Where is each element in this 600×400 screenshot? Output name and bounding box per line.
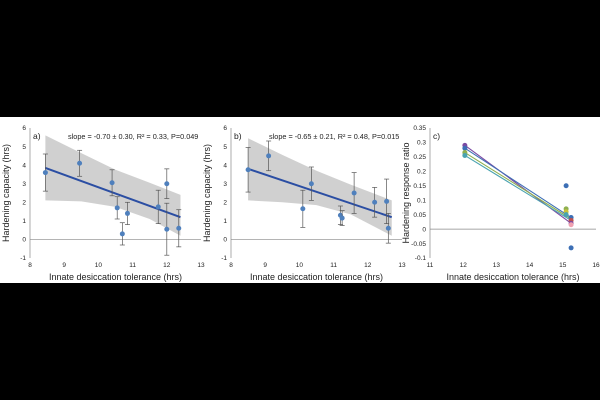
panel-label: a)	[33, 131, 41, 141]
data-point	[462, 145, 468, 151]
data-point	[245, 167, 251, 173]
panel-label: b)	[234, 131, 242, 141]
data-point	[176, 225, 182, 231]
y-tick-label: 1	[223, 218, 227, 225]
y-tick-label: 6	[223, 125, 227, 132]
x-tick-label: 12	[460, 262, 468, 269]
x-tick-label: 15	[559, 262, 567, 269]
data-point	[119, 231, 125, 237]
x-tick-label: 12	[364, 262, 372, 269]
confidence-band	[45, 135, 181, 236]
figure-panel: 8 9 10 11 12 13 -1 0 1 2 3 4 5 6 Innate desiccation to…	[0, 117, 600, 283]
y-tick-label: 5	[22, 144, 26, 151]
data-point	[42, 170, 48, 176]
y-axis-title: Hardening response ratio	[401, 142, 411, 243]
data-point	[300, 206, 306, 212]
data-point	[385, 225, 391, 231]
data-point	[77, 160, 83, 166]
y-tick-label: 0.25	[413, 154, 426, 161]
x-tick-label: 12	[163, 262, 171, 269]
data-point	[462, 152, 468, 158]
x-tick-label: 13	[493, 262, 501, 269]
y-tick-label: 3	[223, 181, 227, 188]
data-point	[155, 204, 161, 210]
data-point	[563, 183, 569, 189]
x-tick-label: 16	[592, 262, 600, 269]
y-tick-label: 4	[223, 162, 227, 169]
data-point	[568, 245, 574, 251]
y-tick-label: 3	[22, 181, 26, 188]
y-tick-label: 0.1	[417, 197, 426, 204]
x-tick-label: 14	[526, 262, 534, 269]
series-line	[464, 154, 572, 221]
x-tick-label: 11	[330, 262, 337, 269]
data-point	[568, 222, 574, 228]
x-tick-label: 10	[95, 262, 103, 269]
data-point	[124, 210, 130, 216]
y-tick-label: -1	[221, 255, 227, 262]
data-point	[164, 181, 170, 187]
data-point	[339, 215, 345, 221]
y-tick-label: -0.1	[415, 255, 427, 262]
y-tick-label: -1	[20, 255, 26, 262]
x-tick-label: 9	[263, 262, 267, 269]
x-tick-label: 9	[62, 262, 66, 269]
data-point	[563, 212, 569, 218]
x-tick-label: 13	[398, 262, 406, 269]
data-point	[372, 199, 378, 205]
panel-c: 11 12 13 14 15 16 -0.1 -0.05 0 0.05 0.1 0.15 0.2 0.25…	[401, 125, 600, 282]
y-tick-label: -0.05	[411, 241, 426, 248]
data-point	[109, 180, 115, 186]
y-tick-label: 0	[422, 226, 426, 233]
regression-line	[247, 167, 393, 219]
data-point	[384, 198, 390, 204]
y-tick-label: 0	[223, 237, 227, 244]
y-tick-label: 6	[22, 125, 26, 132]
y-tick-label: 2	[223, 199, 227, 206]
x-tick-label: 8	[229, 262, 233, 269]
y-tick-label: 2	[22, 199, 26, 206]
x-tick-label: 13	[197, 262, 205, 269]
x-tick-label: 11	[129, 262, 136, 269]
x-tick-label: 11	[427, 262, 434, 269]
y-tick-label: 0.2	[417, 169, 426, 176]
y-tick-label: 5	[223, 144, 227, 151]
fit-annotation: slope = -0.65 ± 0.21, R² = 0.48, P=0.015	[269, 132, 399, 141]
data-point	[164, 226, 170, 232]
y-tick-label: 0.3	[417, 140, 426, 147]
data-point	[266, 153, 272, 159]
y-tick-label: 0.05	[413, 212, 426, 219]
x-tick-label: 8	[28, 262, 32, 269]
y-tick-label: 0	[22, 237, 26, 244]
y-tick-label: 1	[22, 218, 26, 225]
data-point	[114, 205, 120, 211]
y-tick-label: 0.15	[413, 183, 426, 190]
series-line	[464, 147, 572, 219]
data-point	[308, 181, 314, 187]
y-tick-label: 4	[22, 162, 26, 169]
confidence-band	[248, 138, 392, 236]
data-point	[351, 190, 357, 196]
series-line	[464, 144, 572, 224]
y-axis-title: Hardening capacity (hrs)	[1, 144, 11, 242]
x-axis-title: Innate desiccation tolerance (hrs)	[250, 272, 383, 282]
x-tick-label: 10	[296, 262, 304, 269]
series-line	[464, 152, 572, 220]
x-axis-title: Innate desiccation tolerance (hrs)	[49, 272, 182, 282]
fit-annotation: slope = -0.70 ± 0.30, R² = 0.33, P=0.049	[68, 132, 198, 141]
y-axis-title: Hardening capacity (hrs)	[202, 144, 212, 242]
panel-label: c)	[433, 131, 440, 141]
y-tick-label: 0.35	[413, 125, 426, 132]
x-axis-title: Innate desiccation tolerance (hrs)	[446, 272, 579, 282]
